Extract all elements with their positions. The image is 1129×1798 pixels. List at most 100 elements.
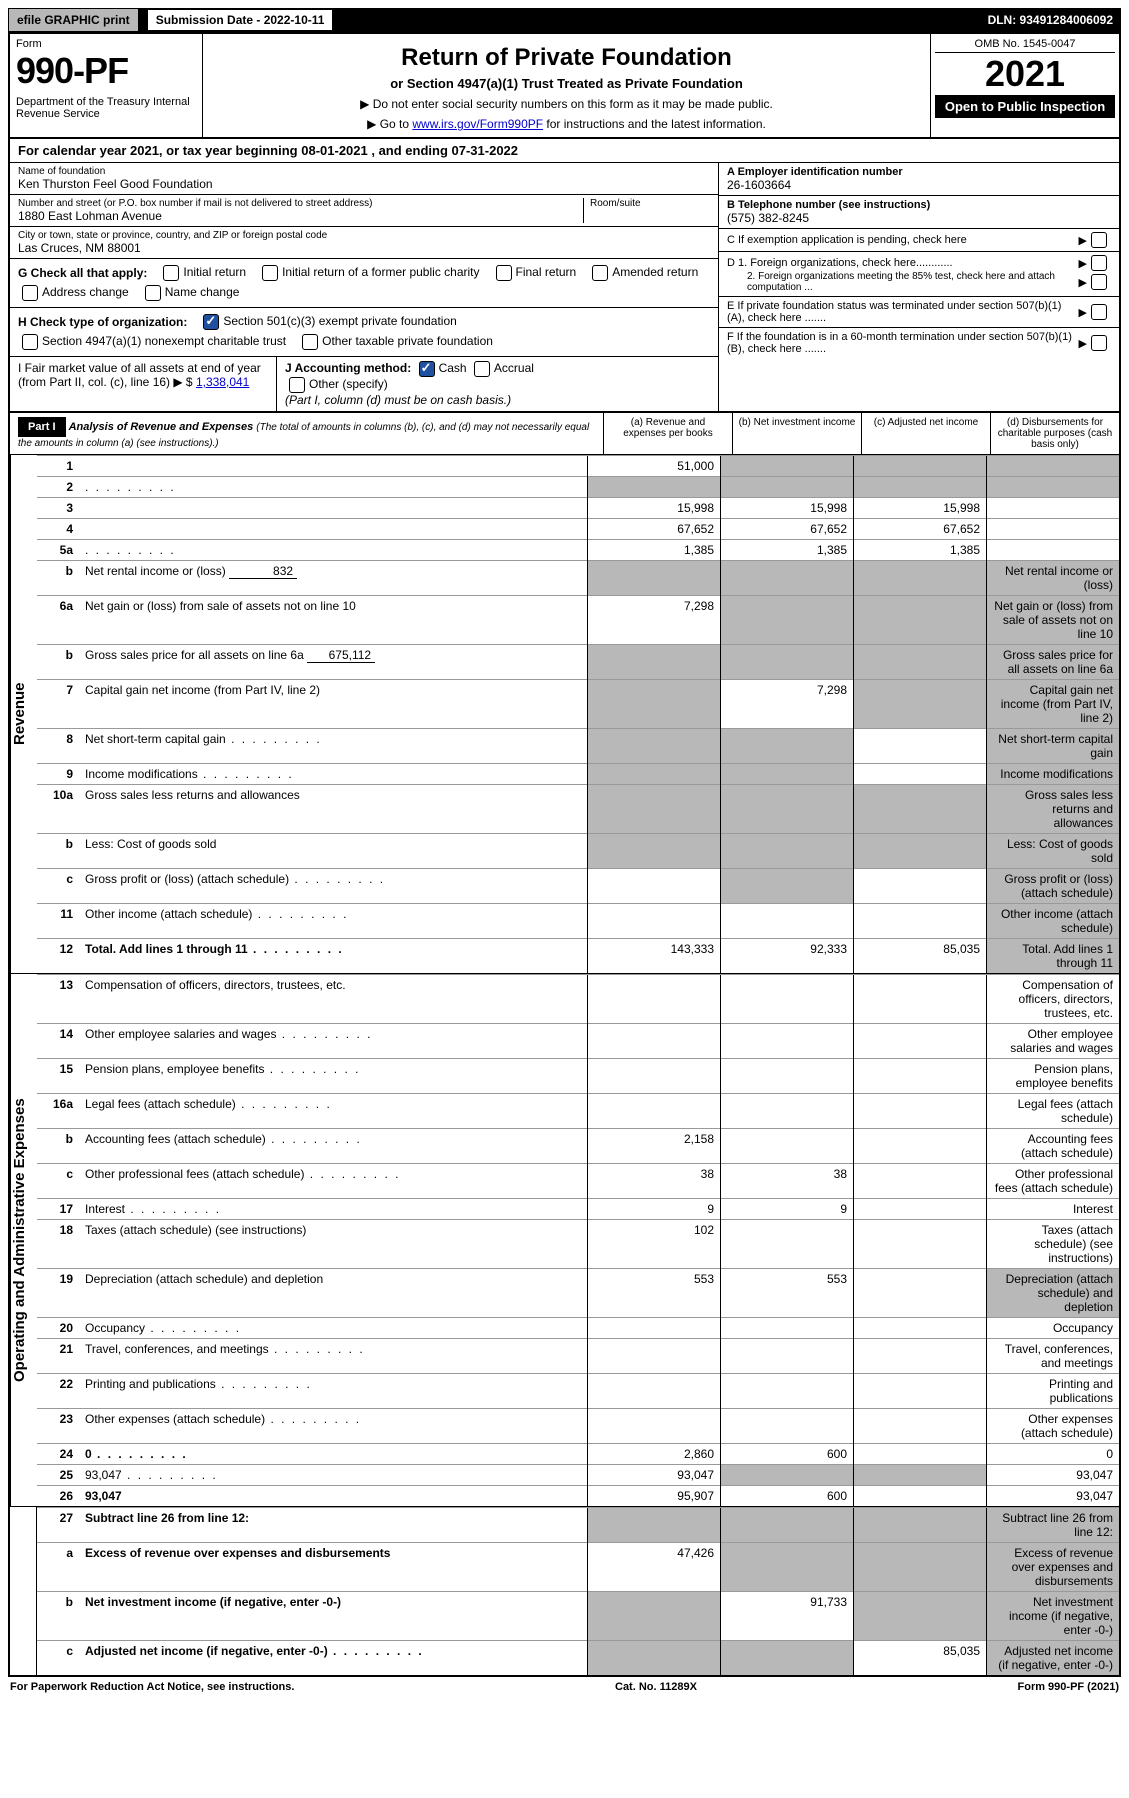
form-title: Return of Private Foundation	[213, 44, 920, 72]
name-cell: Name of foundation Ken Thurston Feel Goo…	[10, 163, 718, 195]
checkbox-accrual[interactable]	[474, 361, 490, 377]
value-cell-c: 85,035	[854, 939, 987, 974]
value-cell-b	[721, 764, 854, 785]
form-label: Form	[16, 38, 196, 50]
value-cell-a: 15,998	[588, 498, 721, 519]
table-row: 17Interest99Interest	[37, 1199, 1119, 1220]
checkbox-other-method[interactable]	[289, 377, 305, 393]
value-cell-c	[854, 1059, 987, 1094]
value-cell-b	[721, 729, 854, 764]
table-row: cGross profit or (loss) (attach schedule…	[37, 869, 1119, 904]
inline-value: 675,112	[307, 648, 375, 663]
value-cell-b	[721, 1508, 854, 1543]
checkbox-60month[interactable]	[1091, 335, 1107, 351]
value-cell-a	[588, 1024, 721, 1059]
value-cell-b: 600	[721, 1486, 854, 1507]
value-cell-a: 1,385	[588, 540, 721, 561]
value-cell-a: 7,298	[588, 596, 721, 645]
checkbox-amended-return[interactable]	[592, 265, 608, 281]
row-description: Excess of revenue over expenses and disb…	[79, 1543, 588, 1592]
addr-cell: Number and street (or P.O. box number if…	[10, 195, 718, 227]
value-cell-a	[588, 1318, 721, 1339]
table-row: 21Travel, conferences, and meetingsTrave…	[37, 1339, 1119, 1374]
row-description: Less: Cost of goods sold	[79, 834, 588, 869]
phone-value: (575) 382-8245	[727, 211, 1111, 225]
goto-note: ▶ Go to www.irs.gov/Form990PF for instru…	[213, 117, 920, 131]
inline-value: 832	[229, 564, 297, 579]
checkbox-initial-return[interactable]	[163, 265, 179, 281]
form-subtitle: or Section 4947(a)(1) Trust Treated as P…	[213, 76, 920, 91]
row-number: 1	[37, 456, 79, 477]
row-description: Printing and publications	[79, 1374, 588, 1409]
checkbox-cash[interactable]	[419, 361, 435, 377]
checkbox-other-taxable[interactable]	[302, 334, 318, 350]
part1-title: Analysis of Revenue and Expenses	[69, 421, 254, 433]
checkbox-final-return[interactable]	[496, 265, 512, 281]
col-c-head: (c) Adjusted net income	[861, 413, 990, 454]
value-cell-d: Interest	[987, 1199, 1120, 1220]
row-number: c	[37, 1164, 79, 1199]
value-cell-d	[987, 498, 1120, 519]
h-check-row: H Check type of organization: Section 50…	[10, 308, 718, 356]
checkbox-address-change[interactable]	[22, 285, 38, 301]
checkbox-501c3[interactable]	[203, 314, 219, 330]
value-cell-c	[854, 1508, 987, 1543]
phone-label: B Telephone number (see instructions)	[727, 199, 1111, 211]
ein-value: 26-1603664	[727, 178, 1111, 192]
value-cell-b	[721, 1374, 854, 1409]
row-number: b	[37, 645, 79, 680]
table-row: 11Other income (attach schedule)Other in…	[37, 904, 1119, 939]
row-description: 0	[79, 1444, 588, 1465]
value-cell-b	[721, 834, 854, 869]
checkbox-name-change[interactable]	[145, 285, 161, 301]
value-cell-a	[588, 904, 721, 939]
value-cell-d: Depreciation (attach schedule) and deple…	[987, 1269, 1120, 1318]
value-cell-d: Legal fees (attach schedule)	[987, 1094, 1120, 1129]
i-cell: I Fair market value of all assets at end…	[10, 357, 277, 411]
value-cell-a	[588, 869, 721, 904]
h-label: H Check type of organization:	[18, 315, 187, 329]
row-number: 27	[37, 1508, 79, 1543]
table-row: 15Pension plans, employee benefitsPensio…	[37, 1059, 1119, 1094]
expenses-side-label: Operating and Administrative Expenses	[10, 974, 37, 1506]
checkbox-foreign-org[interactable]	[1091, 255, 1107, 271]
row-number: 8	[37, 729, 79, 764]
row-number: 14	[37, 1024, 79, 1059]
value-cell-c	[854, 764, 987, 785]
irs-link[interactable]: www.irs.gov/Form990PF	[412, 117, 543, 131]
value-cell-d: Excess of revenue over expenses and disb…	[987, 1543, 1120, 1592]
ij-row: I Fair market value of all assets at end…	[10, 356, 718, 411]
row-number: c	[37, 1641, 79, 1676]
cal-mid: , and ending	[368, 143, 452, 158]
street-address: 1880 East Lohman Avenue	[18, 209, 583, 223]
row-description	[79, 540, 588, 561]
header-right: OMB No. 1545-0047 2021 Open to Public In…	[930, 34, 1119, 137]
value-cell-b: 92,333	[721, 939, 854, 974]
value-cell-c	[854, 869, 987, 904]
value-cell-a	[588, 1339, 721, 1374]
checkbox-status-terminated[interactable]	[1091, 304, 1107, 320]
addr-label: Number and street (or P.O. box number if…	[18, 198, 583, 209]
checkbox-initial-former[interactable]	[262, 265, 278, 281]
checkbox-4947a1[interactable]	[22, 334, 38, 350]
value-cell-a: 38	[588, 1164, 721, 1199]
table-row: 10aGross sales less returns and allowanc…	[37, 785, 1119, 834]
value-cell-d: Gross profit or (loss) (attach schedule)	[987, 869, 1120, 904]
value-cell-b: 38	[721, 1164, 854, 1199]
open-public-badge: Open to Public Inspection	[935, 95, 1115, 118]
row-description: Other professional fees (attach schedule…	[79, 1164, 588, 1199]
info-right: A Employer identification number 26-1603…	[718, 163, 1119, 411]
value-cell-d: Capital gain net income (from Part IV, l…	[987, 680, 1120, 729]
value-cell-d: Compensation of officers, directors, tru…	[987, 975, 1120, 1024]
table-row: 6aNet gain or (loss) from sale of assets…	[37, 596, 1119, 645]
efile-print-button[interactable]: efile GRAPHIC print	[8, 8, 139, 32]
c-label: C If exemption application is pending, c…	[727, 234, 1079, 246]
value-cell-c	[854, 1409, 987, 1444]
checkbox-85pct[interactable]	[1091, 274, 1107, 290]
part1-header: Part I Analysis of Revenue and Expenses …	[10, 413, 1119, 455]
value-cell-d: 0	[987, 1444, 1120, 1465]
checkbox-exemption-pending[interactable]	[1091, 232, 1107, 248]
value-cell-d: 93,047	[987, 1465, 1120, 1486]
row-description: Net rental income or (loss) 832	[79, 561, 588, 596]
value-cell-c	[854, 1164, 987, 1199]
